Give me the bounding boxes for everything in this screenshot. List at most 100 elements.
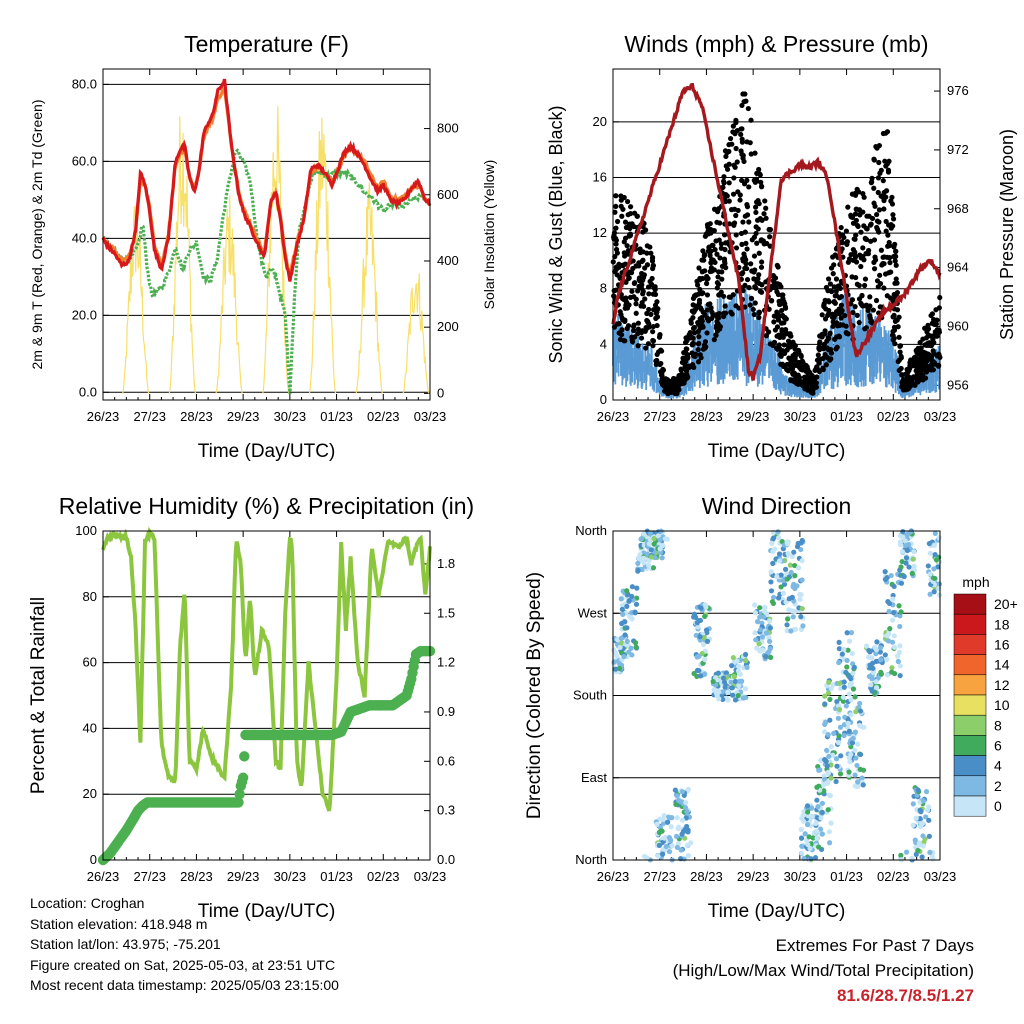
gust-point [636, 263, 642, 269]
direction-point [629, 593, 635, 600]
gust-point [651, 284, 657, 291]
gust-point [613, 225, 619, 231]
legend-label: 12 [994, 677, 1010, 693]
direction-point [853, 709, 859, 715]
gust-point [892, 258, 898, 264]
gust-point [638, 285, 644, 291]
gust-point [697, 275, 703, 282]
direction-point [846, 691, 852, 697]
gust-point [696, 297, 703, 303]
gust-point [715, 274, 721, 280]
info-created: Figure created on Sat, 2025-05-03, at 23… [30, 956, 336, 973]
direction-point [870, 669, 877, 676]
direction-point [910, 801, 916, 807]
direction-point [798, 592, 804, 598]
direction-point [836, 639, 842, 645]
direction-point [763, 654, 769, 660]
direction-point [854, 762, 860, 769]
direction-point [789, 553, 795, 560]
y-tick-label-right: 972 [947, 142, 969, 157]
direction-point [743, 658, 749, 664]
gust-point [903, 382, 909, 388]
gust-point [658, 360, 664, 367]
gust-point [726, 142, 732, 148]
y-tick-label-right: 976 [947, 83, 969, 98]
direction-point [694, 620, 700, 626]
gust-point [911, 355, 917, 361]
gust-point [821, 303, 827, 310]
gust-point [923, 335, 930, 341]
gust-point [797, 379, 803, 385]
gust-point [892, 341, 898, 347]
direction-point [767, 645, 773, 652]
direction-point [730, 655, 736, 661]
gust-point [816, 368, 822, 375]
gust-point [704, 330, 710, 336]
gust-point [645, 341, 652, 347]
direction-point [655, 853, 661, 859]
gust-point [754, 240, 760, 246]
direction-point [907, 529, 913, 535]
gust-point [727, 135, 734, 142]
direction-point [882, 569, 888, 575]
gust-point [763, 333, 769, 339]
gust-point [730, 129, 736, 135]
gust-point [718, 241, 724, 247]
gust-point [878, 167, 884, 173]
gust-point [702, 339, 709, 345]
direction-point [932, 552, 938, 558]
direction-point [841, 684, 847, 690]
gust-point [722, 240, 729, 246]
gust-point [774, 262, 780, 268]
gust-point [739, 102, 745, 109]
gust-point [839, 240, 846, 246]
gust-point [613, 246, 620, 253]
gust-point [862, 326, 868, 332]
direction-point [618, 596, 624, 602]
gust-point [756, 166, 762, 173]
direction-point [841, 679, 847, 685]
direction-point [828, 685, 834, 692]
gust-point [675, 383, 681, 390]
direction-point [789, 594, 795, 600]
gust-point [853, 232, 859, 238]
direction-point [902, 538, 909, 544]
gust-point [844, 239, 851, 245]
direction-point [906, 564, 912, 570]
gust-point [701, 257, 707, 263]
gust-point [893, 248, 899, 255]
gust-point [782, 305, 789, 311]
gust-point [868, 319, 874, 325]
gust-point [695, 291, 702, 297]
direction-point [867, 665, 873, 671]
gust-point [696, 340, 702, 347]
direction-point [756, 641, 762, 647]
gust-point [747, 302, 753, 308]
direction-point [680, 828, 687, 835]
gust-point [881, 285, 887, 291]
gust-point [722, 310, 729, 316]
gust-point [649, 255, 656, 261]
gust-point [637, 278, 643, 284]
gust-point [873, 297, 880, 304]
gust-point [642, 296, 648, 302]
direction-point [819, 800, 826, 806]
gust-point [838, 315, 844, 321]
direction-point [798, 540, 804, 546]
direction-point [769, 599, 776, 605]
gust-point [648, 250, 654, 256]
gust-point [639, 258, 645, 265]
gust-point [770, 273, 777, 279]
gust-point [891, 327, 898, 333]
gust-point [924, 341, 930, 347]
solar-insolation-day-4 [262, 106, 290, 394]
direction-point [776, 535, 782, 541]
direction-point [735, 693, 741, 699]
direction-point [910, 822, 916, 828]
direction-point [846, 728, 852, 734]
extremes-block: Extremes For Past 7 Days (High/Low/Max W… [673, 933, 974, 1008]
gust-point [653, 358, 659, 364]
gust-point [713, 332, 719, 338]
gust-point [793, 378, 799, 384]
